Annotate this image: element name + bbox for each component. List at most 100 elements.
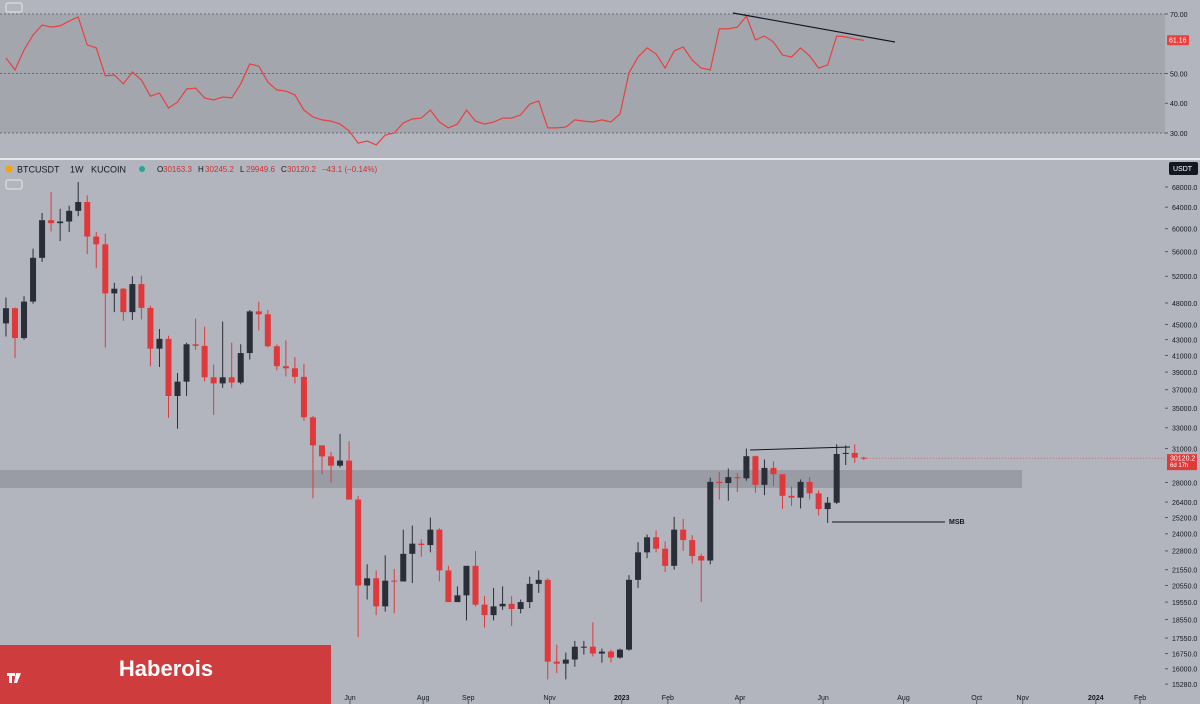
candle-body bbox=[472, 565, 479, 605]
candle-body bbox=[264, 314, 271, 347]
y-tick-label: 16750.0 bbox=[1172, 651, 1197, 658]
candle-body bbox=[418, 543, 425, 546]
y-tick-label: 16000.0 bbox=[1172, 667, 1197, 674]
candle-body bbox=[273, 346, 280, 367]
rsi-pane: 70.00 50.00 40.00 30.00 61.16 bbox=[0, 12, 1189, 146]
candle-body bbox=[671, 529, 678, 566]
candle-body bbox=[598, 651, 605, 654]
candle-body bbox=[147, 307, 154, 349]
candle-body bbox=[517, 602, 524, 609]
currency-button[interactable] bbox=[1169, 162, 1198, 175]
watermark-box bbox=[0, 645, 331, 704]
candle-body bbox=[644, 537, 651, 553]
candle-body bbox=[616, 649, 623, 658]
rsi-trendline bbox=[732, 12, 896, 43]
candle-body bbox=[48, 220, 55, 224]
candle-body bbox=[373, 578, 380, 607]
candle-body bbox=[626, 579, 633, 650]
candle-body bbox=[11, 308, 18, 339]
candle-body bbox=[707, 481, 714, 561]
y-tick-label: 48000.0 bbox=[1172, 301, 1197, 308]
candle-body bbox=[797, 481, 804, 498]
candle-body bbox=[752, 456, 759, 485]
candle-body bbox=[508, 603, 515, 609]
candle-body bbox=[427, 529, 434, 546]
candle-body bbox=[93, 236, 100, 245]
candle-body bbox=[391, 580, 398, 582]
candle-body bbox=[201, 345, 208, 378]
candle-body bbox=[653, 537, 660, 549]
candle-body bbox=[309, 417, 316, 446]
candle-body bbox=[39, 220, 46, 258]
candle-body bbox=[589, 646, 596, 654]
y-tick-label: 70.00 bbox=[1170, 12, 1188, 19]
pane-toggle[interactable] bbox=[5, 179, 23, 190]
change: −43.1 (−0.14%) bbox=[322, 165, 377, 174]
candle-body bbox=[382, 580, 389, 607]
x-tick-label: Feb bbox=[1134, 695, 1146, 702]
candle-body bbox=[499, 603, 506, 607]
candle-body bbox=[698, 556, 705, 561]
y-tick-label: 43000.0 bbox=[1172, 337, 1197, 344]
annotation: MSB bbox=[949, 519, 965, 526]
ohlc-value: 30163.3 bbox=[163, 165, 192, 174]
candle-body bbox=[689, 540, 696, 557]
countdown: 6d 17h bbox=[1170, 463, 1188, 469]
ohlc-value: 30120.2 bbox=[287, 165, 316, 174]
candle-body bbox=[743, 456, 750, 479]
candle-body bbox=[553, 661, 560, 664]
candle-body bbox=[346, 460, 353, 500]
candle-body bbox=[2, 308, 9, 324]
candle-body bbox=[824, 502, 831, 510]
y-tick-label: 40.00 bbox=[1170, 101, 1188, 108]
resistance-zone bbox=[0, 470, 1022, 488]
y-tick-label: 37000.0 bbox=[1172, 387, 1197, 394]
candle-body bbox=[165, 338, 172, 397]
candle-body bbox=[30, 257, 37, 302]
candle-body bbox=[490, 606, 497, 616]
candle-body bbox=[111, 288, 118, 294]
x-tick-label: 2024 bbox=[1088, 695, 1104, 702]
status-dot bbox=[139, 166, 145, 172]
candle-body bbox=[842, 452, 849, 454]
rsi-badge bbox=[1167, 35, 1189, 46]
candle-body bbox=[120, 288, 127, 313]
y-tick-label: 24000.0 bbox=[1172, 532, 1197, 539]
candle-body bbox=[635, 552, 642, 580]
candle-body bbox=[400, 553, 407, 582]
price-badge-value: 30120.2 bbox=[1170, 456, 1195, 463]
candle-body bbox=[544, 579, 551, 662]
candle-body bbox=[851, 452, 858, 458]
x-tick-label: Sep bbox=[462, 695, 475, 702]
ohlc-prefix: C bbox=[281, 165, 287, 174]
candle-body bbox=[300, 376, 307, 418]
candle-body bbox=[291, 368, 298, 377]
candle-body bbox=[680, 529, 687, 541]
ohlc-value: 29949.6 bbox=[246, 165, 275, 174]
candle-body bbox=[607, 651, 614, 658]
symbol-icon bbox=[5, 165, 13, 173]
x-tick-label: Nov bbox=[1016, 695, 1029, 702]
price-trendline bbox=[749, 446, 851, 451]
candle-body bbox=[21, 301, 28, 339]
y-tick-label: 22800.0 bbox=[1172, 549, 1197, 556]
y-tick-label: 68000.0 bbox=[1172, 185, 1197, 192]
candle-body bbox=[328, 456, 335, 466]
rsi-line bbox=[5, 14, 864, 146]
candle-body bbox=[725, 477, 732, 484]
y-tick-label: 30.00 bbox=[1170, 131, 1188, 138]
y-tick-label: 18550.0 bbox=[1172, 617, 1197, 624]
candle-body bbox=[562, 659, 569, 664]
candle-body bbox=[815, 493, 822, 510]
y-tick-label: 56000.0 bbox=[1172, 249, 1197, 256]
candle-body bbox=[255, 311, 262, 315]
x-tick-label: Oct bbox=[971, 695, 982, 702]
candle-body bbox=[481, 604, 488, 616]
pane-toggle[interactable] bbox=[5, 2, 23, 13]
candle-body bbox=[228, 377, 235, 383]
candle-body bbox=[580, 646, 587, 648]
candle-body bbox=[282, 366, 289, 369]
candle-body bbox=[210, 377, 217, 384]
